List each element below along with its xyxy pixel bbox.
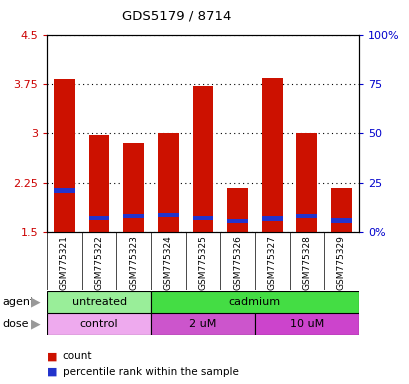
Bar [54, 79, 75, 232]
Bar [151, 291, 358, 313]
Bar [192, 86, 213, 232]
Bar [192, 215, 213, 220]
Bar [88, 215, 109, 220]
Bar [54, 189, 75, 193]
Bar [296, 214, 317, 218]
Bar [157, 134, 178, 232]
Bar [47, 313, 151, 335]
Text: ■: ■ [47, 351, 58, 361]
Text: ▶: ▶ [31, 295, 41, 308]
Bar [330, 218, 351, 223]
Bar [151, 313, 254, 335]
Text: percentile rank within the sample: percentile rank within the sample [63, 367, 238, 377]
Text: count: count [63, 351, 92, 361]
Text: ▶: ▶ [31, 318, 41, 331]
Text: GDS5179 / 8714: GDS5179 / 8714 [121, 10, 230, 23]
Bar [123, 214, 144, 218]
Text: untreated: untreated [71, 297, 126, 307]
Bar [296, 134, 317, 232]
Text: control: control [80, 319, 118, 329]
Bar [157, 213, 178, 217]
Bar [88, 135, 109, 232]
Text: ■: ■ [47, 367, 58, 377]
Bar [261, 78, 282, 232]
Bar [227, 219, 247, 223]
Bar [254, 313, 358, 335]
Text: agent: agent [2, 297, 34, 307]
Bar [261, 216, 282, 221]
Bar [123, 143, 144, 232]
Text: cadmium: cadmium [228, 297, 280, 307]
Text: 2 uM: 2 uM [189, 319, 216, 329]
Text: 10 uM: 10 uM [289, 319, 323, 329]
Text: dose: dose [2, 319, 29, 329]
Bar [227, 188, 247, 232]
Bar [47, 291, 151, 313]
Bar [330, 188, 351, 232]
